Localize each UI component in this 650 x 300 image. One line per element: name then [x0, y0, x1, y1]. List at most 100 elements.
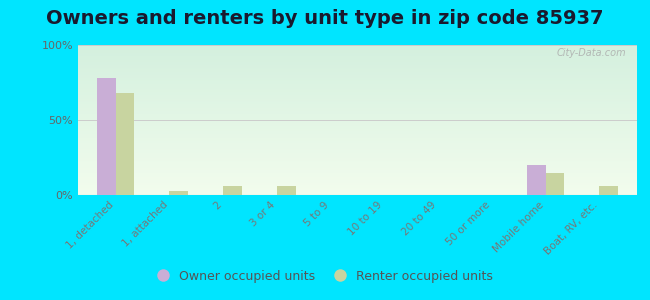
- Bar: [78, 52, 637, 54]
- Bar: [78, 105, 637, 106]
- Bar: [78, 130, 637, 132]
- Bar: [78, 189, 637, 190]
- Bar: [526, 165, 545, 195]
- Bar: [223, 186, 242, 195]
- Bar: [78, 158, 637, 159]
- Bar: [78, 76, 637, 78]
- Bar: [78, 92, 637, 93]
- Bar: [78, 134, 637, 135]
- Bar: [78, 194, 637, 195]
- Text: City-Data.com: City-Data.com: [556, 48, 626, 58]
- Bar: [78, 148, 637, 150]
- Bar: [78, 141, 637, 142]
- Bar: [78, 150, 637, 152]
- Bar: [78, 120, 637, 122]
- Bar: [78, 188, 637, 189]
- Bar: [78, 183, 637, 184]
- Bar: [78, 88, 637, 90]
- Bar: [78, 114, 637, 116]
- Bar: [78, 192, 637, 194]
- Bar: [78, 96, 637, 98]
- Bar: [78, 78, 637, 80]
- Bar: [78, 117, 637, 118]
- Bar: [78, 147, 637, 148]
- Bar: [78, 112, 637, 114]
- Bar: [78, 172, 637, 174]
- Bar: [78, 159, 637, 160]
- Bar: [78, 132, 637, 134]
- Bar: [78, 177, 637, 178]
- Bar: [78, 69, 637, 70]
- Bar: [78, 60, 637, 61]
- Bar: [78, 138, 637, 140]
- Bar: [78, 48, 637, 50]
- Bar: [78, 58, 637, 60]
- Bar: [78, 98, 637, 99]
- Bar: [78, 171, 637, 172]
- Bar: [78, 93, 637, 94]
- Bar: [78, 180, 637, 182]
- Bar: [78, 64, 637, 66]
- Bar: [78, 87, 637, 88]
- Bar: [97, 78, 116, 195]
- Bar: [78, 100, 637, 102]
- Bar: [78, 142, 637, 144]
- Bar: [277, 186, 296, 195]
- Bar: [78, 169, 637, 171]
- Bar: [78, 110, 637, 111]
- Bar: [78, 80, 637, 81]
- Bar: [78, 94, 637, 96]
- Bar: [78, 128, 637, 129]
- Bar: [78, 146, 637, 147]
- Bar: [78, 152, 637, 153]
- Bar: [78, 81, 637, 82]
- Bar: [78, 66, 637, 68]
- Bar: [78, 144, 637, 146]
- Bar: [78, 102, 637, 104]
- Bar: [78, 129, 637, 130]
- Bar: [78, 75, 637, 76]
- Bar: [78, 61, 637, 63]
- Bar: [78, 85, 637, 87]
- Bar: [78, 182, 637, 183]
- Bar: [78, 46, 637, 48]
- Bar: [78, 74, 637, 75]
- Bar: [78, 178, 637, 180]
- Bar: [78, 72, 637, 74]
- Bar: [599, 186, 618, 195]
- Bar: [78, 118, 637, 120]
- Bar: [170, 190, 188, 195]
- Bar: [78, 156, 637, 158]
- Bar: [78, 106, 637, 108]
- Bar: [78, 108, 637, 110]
- Bar: [78, 116, 637, 117]
- Bar: [78, 122, 637, 123]
- Bar: [78, 167, 637, 168]
- Bar: [78, 164, 637, 165]
- Bar: [78, 90, 637, 92]
- Bar: [78, 165, 637, 166]
- Bar: [78, 154, 637, 156]
- Bar: [78, 70, 637, 72]
- Bar: [78, 51, 637, 52]
- Bar: [78, 103, 637, 105]
- Legend: Owner occupied units, Renter occupied units: Owner occupied units, Renter occupied un…: [151, 265, 499, 288]
- Bar: [545, 172, 564, 195]
- Bar: [78, 56, 637, 57]
- Bar: [78, 50, 637, 51]
- Bar: [78, 63, 637, 64]
- Bar: [78, 140, 637, 141]
- Bar: [78, 54, 637, 56]
- Bar: [78, 186, 637, 188]
- Bar: [78, 82, 637, 84]
- Bar: [78, 68, 637, 69]
- Bar: [78, 99, 637, 100]
- Bar: [78, 123, 637, 124]
- Bar: [78, 176, 637, 177]
- Bar: [78, 111, 637, 112]
- Bar: [78, 136, 637, 138]
- Bar: [78, 153, 637, 154]
- Bar: [78, 168, 637, 170]
- Text: Owners and renters by unit type in zip code 85937: Owners and renters by unit type in zip c…: [46, 9, 604, 28]
- Bar: [116, 93, 135, 195]
